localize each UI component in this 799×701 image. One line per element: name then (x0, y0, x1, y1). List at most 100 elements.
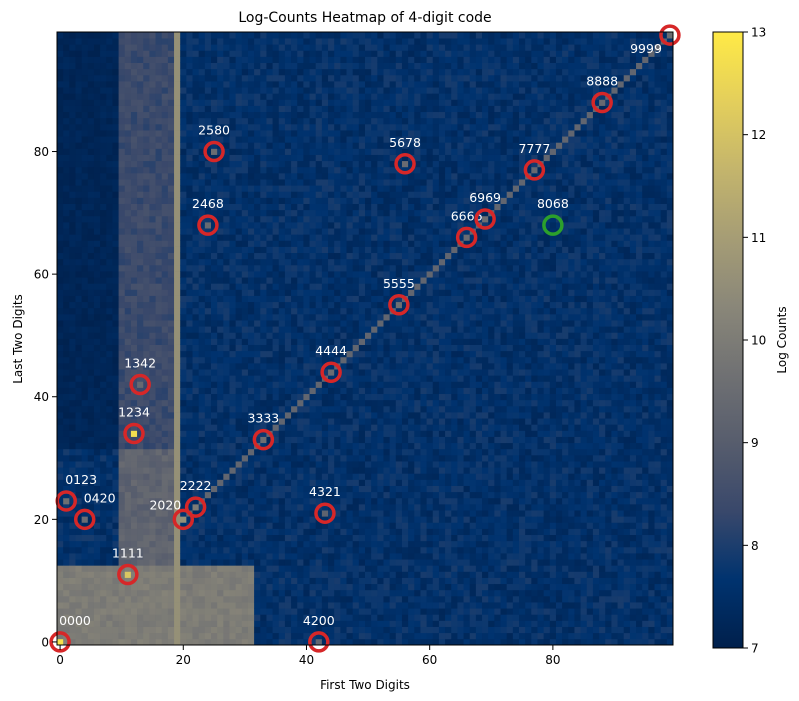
heatmap-cell (254, 191, 261, 198)
heatmap-cell (167, 166, 175, 174)
heatmap-cell (328, 295, 335, 303)
heatmap-cell (149, 117, 156, 125)
heatmap-cell (186, 546, 193, 554)
heatmap-cell (352, 369, 360, 376)
heatmap-cell (69, 38, 76, 45)
heatmap-cell (284, 197, 292, 204)
heatmap-cell (291, 93, 298, 100)
heatmap-cell (198, 608, 206, 615)
heatmap-cell (57, 301, 64, 309)
heatmap-cell (93, 381, 101, 388)
heatmap-cell (81, 197, 89, 204)
heatmap-cell (358, 154, 366, 162)
heatmap-cell (100, 516, 107, 523)
heatmap-cell (198, 504, 206, 511)
heatmap-cell (303, 553, 310, 560)
heatmap-cell (155, 626, 163, 634)
heatmap-cell (217, 356, 224, 364)
heatmap-cell (272, 553, 280, 560)
heatmap-cell (69, 620, 76, 627)
heatmap-cell (303, 289, 310, 296)
heatmap-cell (106, 540, 113, 548)
heatmap-cell (266, 289, 273, 296)
heatmap-cell (241, 154, 249, 162)
heatmap-cell (143, 191, 150, 198)
heatmap-cell (186, 264, 193, 272)
heatmap-cell (75, 246, 82, 254)
heatmap-cell (346, 99, 354, 106)
heatmap-cell (118, 332, 126, 339)
heatmap-cell (124, 111, 132, 119)
heatmap-cell (112, 105, 119, 113)
heatmap-cell (223, 32, 230, 39)
heatmap-cell (217, 602, 224, 609)
heatmap-cell (315, 74, 323, 82)
heatmap-cell (75, 191, 82, 198)
heatmap-cell (260, 553, 267, 560)
heatmap-cell (254, 534, 261, 542)
heatmap-cell (112, 344, 119, 352)
heatmap-cell (57, 264, 64, 272)
heatmap-cell (63, 271, 70, 278)
heatmap-cell (328, 614, 335, 621)
heatmap-cell (57, 87, 64, 94)
heatmap-cell (321, 240, 329, 247)
heatmap-cell (291, 638, 298, 645)
heatmap-cell (334, 289, 341, 296)
heatmap-cell (167, 222, 175, 229)
heatmap-cell (174, 148, 181, 155)
heatmap-cell (223, 479, 230, 486)
heatmap-cell (161, 105, 169, 113)
heatmap-cell (266, 454, 273, 462)
heatmap-cell (247, 105, 255, 113)
heatmap-cell (272, 540, 280, 548)
heatmap-cell (291, 522, 298, 529)
heatmap-cell (155, 295, 163, 303)
heatmap-cell (254, 479, 261, 486)
heatmap-cell (186, 123, 193, 131)
heatmap-cell (75, 442, 82, 450)
heatmap-cell (235, 197, 243, 204)
heatmap-cell (303, 393, 310, 401)
heatmap-cell (223, 105, 230, 113)
heatmap-cell (118, 172, 126, 180)
heatmap-cell (137, 87, 144, 94)
heatmap-cell (106, 399, 113, 407)
heatmap-cell (297, 461, 304, 468)
heatmap-cell (217, 246, 224, 254)
heatmap-cell (143, 620, 150, 627)
heatmap-cell (321, 448, 329, 456)
heatmap-cell (284, 436, 292, 444)
heatmap-cell (69, 56, 76, 63)
heatmap-cell (198, 454, 206, 462)
heatmap-cell (235, 565, 243, 572)
heatmap-cell (198, 246, 206, 254)
heatmap-cell (211, 74, 218, 82)
heatmap-cell (229, 454, 236, 462)
heatmap-cell (204, 577, 212, 585)
heatmap-cell (223, 491, 230, 499)
heatmap-cell (321, 405, 329, 413)
heatmap-cell (192, 467, 200, 474)
heatmap-cell (198, 546, 206, 554)
heatmap-cell (155, 485, 163, 493)
heatmap-cell (254, 461, 261, 468)
heatmap-cell (198, 424, 206, 431)
heatmap-cell (167, 454, 175, 462)
heatmap-cell (247, 485, 255, 493)
heatmap-cell (247, 301, 255, 309)
heatmap-cell (69, 442, 76, 450)
heatmap-cell (229, 534, 236, 542)
heatmap-cell (124, 369, 132, 376)
heatmap-cell (211, 595, 218, 603)
heatmap-cell (198, 130, 206, 137)
heatmap-cell (303, 105, 310, 113)
heatmap-cell (63, 375, 70, 382)
heatmap-cell (192, 105, 200, 113)
heatmap-cell (260, 209, 267, 217)
heatmap-cell (87, 283, 95, 290)
heatmap-cell (167, 301, 175, 309)
heatmap-cell (297, 289, 304, 296)
heatmap-cell (161, 166, 169, 174)
heatmap-cell (321, 608, 329, 615)
